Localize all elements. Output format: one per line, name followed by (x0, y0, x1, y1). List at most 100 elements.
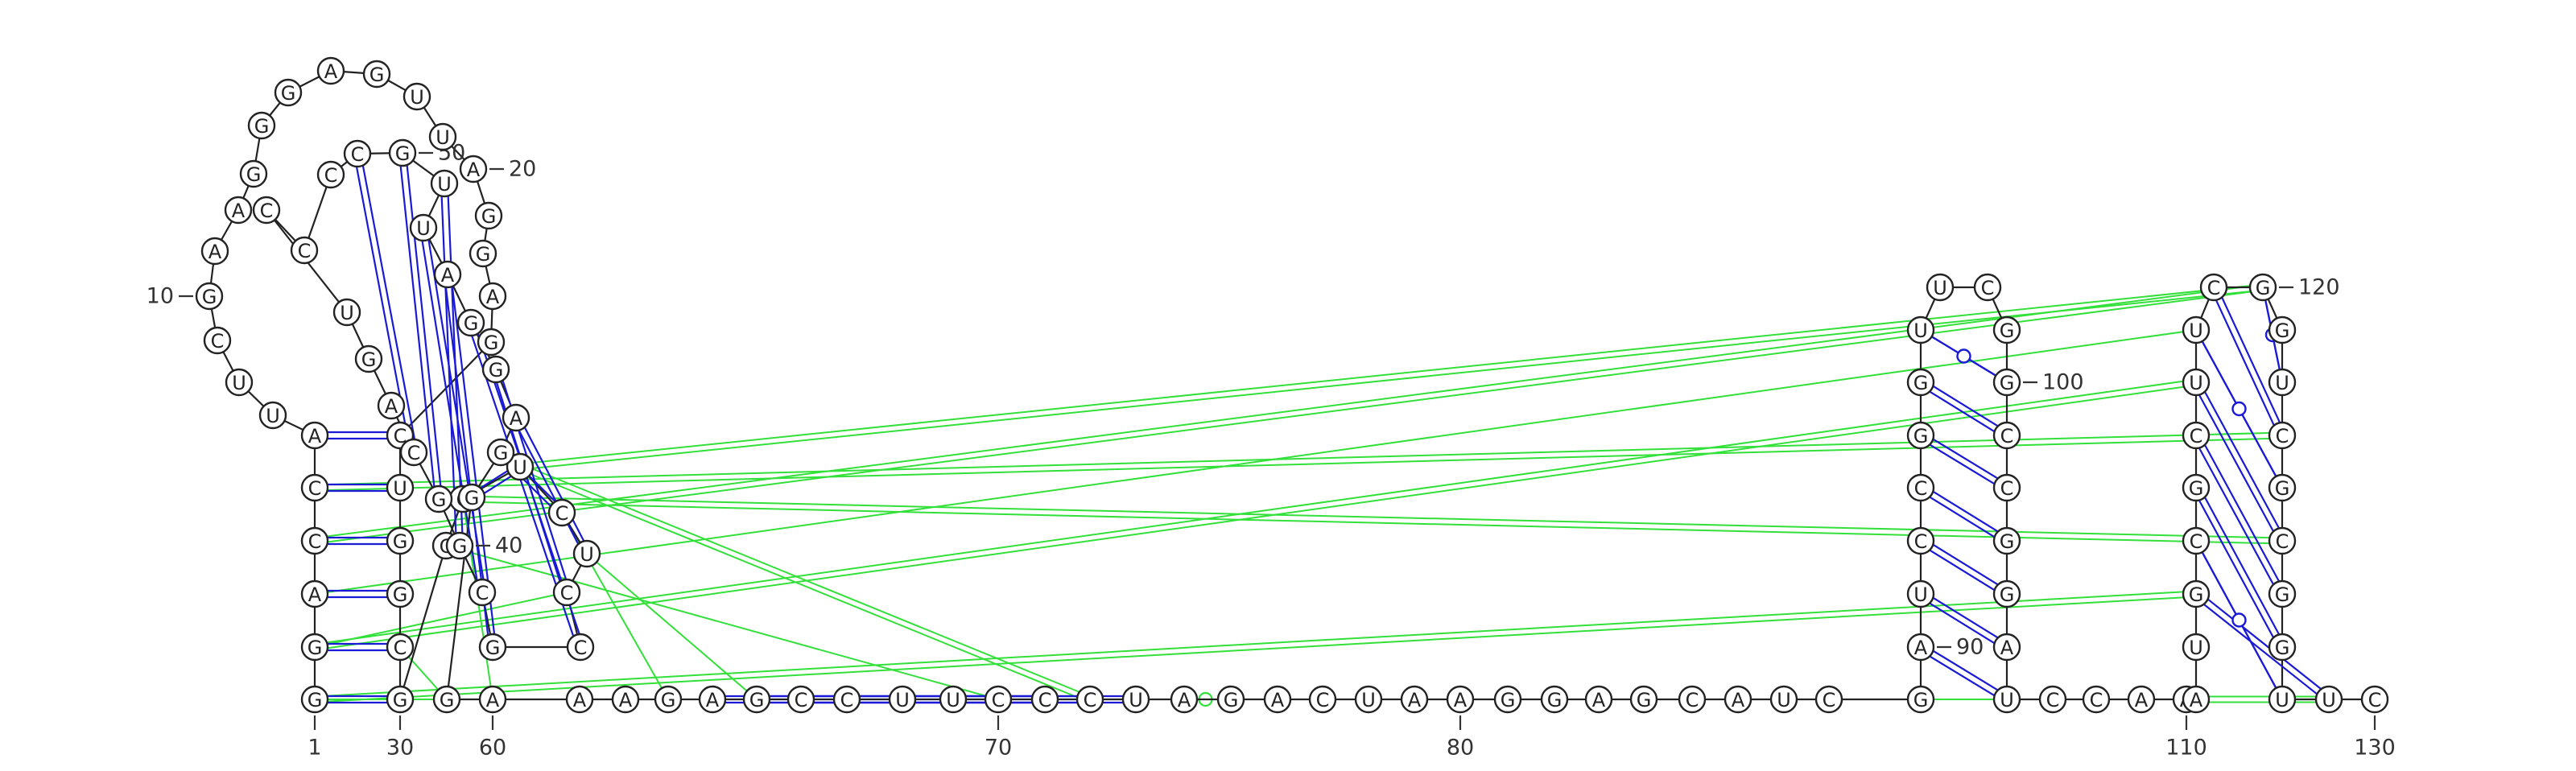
nucleotide-circle (459, 155, 488, 183)
tertiary-interaction-line (463, 495, 2283, 539)
nucleotide-letter: G (393, 530, 408, 553)
canonical-pair-line (451, 287, 496, 634)
canonical-pair-line (2204, 497, 2280, 635)
nucleotide-circle (2268, 633, 2297, 662)
tertiary-interaction-line (315, 437, 2283, 492)
nucleotide-circle (2182, 685, 2211, 714)
nucleotide-letter: G (464, 487, 480, 509)
nucleotide-letter: G (1913, 689, 1929, 711)
canonical-pair-line (1933, 597, 1999, 639)
nucleotide-letter: U (2189, 320, 2203, 342)
nucleotide-letter: G (369, 64, 385, 86)
nucleotide-circle (2268, 421, 2297, 450)
canonical-pair-line (2207, 598, 2322, 690)
nucleotide: A (1263, 685, 1292, 714)
nucleotide-circle (984, 685, 1013, 714)
position-number: 20 (509, 157, 536, 182)
nucleotide-letter: C (394, 425, 407, 447)
nucleotide-letter: G (246, 163, 262, 186)
nucleotide-circle (316, 160, 345, 189)
nucleotide-circle (1992, 315, 2021, 344)
nucleotide: U (1926, 273, 1955, 302)
nucleotide-letter: C (2000, 425, 2014, 447)
nucleotide-letter: G (1913, 372, 1929, 394)
nucleotide: C (2182, 526, 2211, 555)
nucleotide: U (225, 368, 254, 397)
nucleotide-circle (432, 685, 461, 714)
nucleotide: A (316, 56, 345, 85)
nucleotide-circle (2268, 579, 2297, 608)
nucleotide: A (1446, 685, 1475, 714)
tertiary-interaction-line (315, 289, 2264, 545)
nucleotide-circle (481, 355, 510, 384)
nucleotide-circle (478, 633, 507, 662)
nucleotide: G (388, 138, 417, 167)
nucleotide-letter: G (440, 689, 455, 711)
nucleotide: C (2360, 685, 2389, 714)
nucleotide: G (386, 685, 415, 714)
nucleotide: U (572, 539, 601, 568)
nucleotide-letter: C (1914, 530, 1928, 553)
nucleotide: G (300, 633, 329, 662)
nucleotide-letter: C (2190, 425, 2203, 447)
nucleotide: G (1992, 368, 2021, 397)
nucleotide: A (300, 579, 329, 608)
canonical-pair-line (361, 165, 416, 439)
nucleotide-letter: A (1271, 689, 1285, 711)
nucleotide-circle (1308, 685, 1337, 714)
nucleotide-letter: C (351, 143, 365, 166)
nucleotide-letter: G (308, 637, 323, 659)
nucleotide-letter: A (1592, 689, 1606, 711)
nucleotide: G (481, 355, 510, 384)
nucleotide-circle (258, 401, 287, 430)
tertiary-interaction-line (518, 468, 1090, 703)
nucleotide: G (456, 308, 485, 337)
nucleotide-letter: A (2000, 637, 2014, 659)
nucleotide-circle (506, 452, 535, 481)
nucleotide-circle (386, 579, 415, 608)
tertiary-interaction-line (315, 596, 2197, 703)
nucleotide-circle (1926, 273, 1955, 302)
nucleotide-letter: G (1547, 689, 1563, 711)
nucleotide-letter: U (232, 372, 246, 394)
nucleotide: A (200, 237, 229, 266)
nucleotide-circle (386, 685, 415, 714)
position-number: 120 (2298, 275, 2340, 300)
nucleotide: U (2182, 315, 2211, 344)
nucleotide: A (1400, 685, 1429, 714)
nucleotide: C (1075, 685, 1104, 714)
nucleotide: C (1814, 685, 1843, 714)
nucleotide-circle (502, 403, 530, 432)
nucleotide-circle (2248, 273, 2277, 302)
nucleotide: U (332, 298, 361, 327)
position-number: 110 (2165, 736, 2207, 761)
nucleotide: C (1973, 273, 2002, 302)
nucleotide-letter: G (361, 348, 377, 371)
nucleotide-letter: U (895, 689, 910, 711)
nucleotide: G (2268, 633, 2297, 662)
nucleotide-circle (2182, 526, 2211, 555)
backbone-segment (398, 545, 448, 700)
nucleotide-letter: A (486, 286, 500, 308)
nucleotide-circle (316, 56, 345, 85)
nucleotide-circle (1075, 685, 1104, 714)
nucleotide-circle (386, 473, 415, 502)
nucleotide: G (1216, 685, 1245, 714)
nucleotide-letter: G (1637, 689, 1652, 711)
nucleotide: A (459, 155, 488, 183)
nucleotide-circle (274, 78, 303, 107)
nucleotide: G (445, 531, 474, 560)
nucleotide-circle (654, 685, 683, 714)
nucleotide: U (386, 473, 415, 502)
nucleotide-circle (939, 685, 968, 714)
nucleotide: C (468, 578, 497, 607)
canonical-pair-line (1933, 544, 1999, 586)
nucleotide-circle (1992, 473, 2021, 502)
tertiary-interaction-line (314, 592, 568, 648)
nucleotide-circle (239, 159, 268, 188)
nucleotide-letter: G (202, 286, 217, 308)
tertiary-interaction-line (462, 501, 2282, 545)
canonical-pair-line (1929, 496, 1995, 538)
nucleotide-circle (1493, 685, 1522, 714)
canonical-pair-line (2198, 500, 2274, 638)
